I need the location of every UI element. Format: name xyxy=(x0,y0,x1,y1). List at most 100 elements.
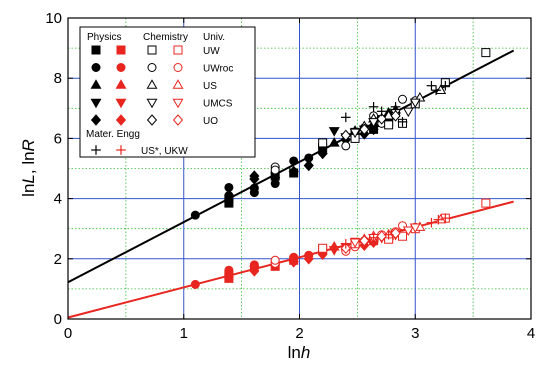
point-red-open-square xyxy=(481,198,491,208)
legend-marker-red-open-circle xyxy=(173,63,183,72)
legend: Physics Chemistry Univ. UWUWrocUSUMCSUO … xyxy=(79,26,256,158)
point-black-line-plus xyxy=(397,117,408,127)
legend-label-umcs: UMCS xyxy=(203,99,233,110)
grid-layer xyxy=(68,18,531,319)
point-black-line-plus xyxy=(431,85,441,96)
point-red-filled-diamond xyxy=(303,253,314,265)
point-red-filled-diamond xyxy=(249,260,260,273)
legend-marker-red-open-square xyxy=(173,45,183,55)
y-tick-label: 4 xyxy=(54,191,62,208)
point-black-filled-diamond xyxy=(303,159,314,172)
point-red-line-plus xyxy=(368,232,379,243)
point-black-open-triangle-down xyxy=(409,98,421,109)
point-black-open-square xyxy=(318,138,328,148)
point-red-open-square xyxy=(318,243,328,253)
point-black-filled-circle xyxy=(289,156,299,166)
legend-header-chemistry: Chemistry xyxy=(143,32,188,43)
x-tick-label: 3 xyxy=(411,325,419,342)
point-black-open-triangle-down xyxy=(368,118,380,128)
point-black-filled-circle xyxy=(190,210,200,220)
point-red-open-diamond xyxy=(359,234,370,247)
point-red-line-plus xyxy=(426,217,437,228)
legend-marker-red-open-triangle-down xyxy=(172,98,184,109)
point-red-open-triangle-down xyxy=(409,223,421,233)
legend-marker-black-open-circle xyxy=(147,63,157,72)
point-black-filled-circle xyxy=(249,183,259,193)
legend-marker-black-filled-triangle-up xyxy=(90,79,102,89)
point-red-filled-diamond xyxy=(288,256,299,268)
point-red-line-plus xyxy=(383,229,394,240)
point-black-filled-triangle-down xyxy=(328,127,340,137)
legend-marker-black-filled-triangle-down xyxy=(90,98,102,109)
point-red-filled-triangle-down xyxy=(328,246,340,256)
point-red-line-plus xyxy=(341,238,351,249)
point-red-open-triangle-down xyxy=(349,238,361,249)
legend-label-uo: UO xyxy=(203,116,218,127)
point-red-open-circle xyxy=(270,255,280,265)
point-black-filled-diamond xyxy=(270,171,281,184)
y-axis-label: lnL, lnR xyxy=(19,139,38,197)
point-black-filled-circle xyxy=(224,182,234,192)
point-black-open-triangle-up xyxy=(383,110,395,120)
point-red-open-square xyxy=(398,231,408,241)
point-black-open-triangle-down xyxy=(349,128,361,139)
legend-marker-red-filled-triangle-up xyxy=(115,79,127,89)
x-tick-label: 0 xyxy=(64,325,72,342)
legend-footer-title: Mater. Engg xyxy=(86,129,140,140)
point-red-line-plus xyxy=(433,214,444,225)
point-black-line-plus xyxy=(440,80,451,91)
legend-marker-red-open-triangle-up xyxy=(172,79,184,89)
legend-marker-red-filled-circle xyxy=(116,63,126,72)
legend-marker-black-plus xyxy=(91,145,101,155)
legend-header-univ: Univ. xyxy=(203,32,225,43)
point-black-line-plus xyxy=(426,80,437,91)
legend-label-uwroc: UWroc xyxy=(203,64,233,75)
legend-marker-black-open-square xyxy=(147,45,157,55)
point-black-open-square xyxy=(384,120,394,130)
point-black-open-triangle-up xyxy=(435,84,447,94)
x-tick-label: 4 xyxy=(527,325,535,342)
legend-marker-black-filled-circle xyxy=(91,63,101,72)
point-black-line-plus xyxy=(390,101,401,112)
legend-marker-red-plus xyxy=(116,145,126,155)
point-red-filled-circle xyxy=(190,279,200,289)
x-tick-label: 1 xyxy=(180,325,188,342)
x-tick-label: 2 xyxy=(295,325,303,342)
legend-header-physics: Physics xyxy=(87,32,121,43)
legend-marker-black-filled-square xyxy=(91,45,101,55)
point-red-line-plus xyxy=(440,213,451,223)
y-tick-label: 0 xyxy=(54,311,62,328)
legend-footer-markers xyxy=(91,145,126,155)
point-black-line-plus xyxy=(368,101,379,112)
point-black-filled-diamond xyxy=(317,147,328,160)
legend-marker-red-filled-square xyxy=(116,45,126,55)
point-red-open-diamond xyxy=(390,227,401,239)
point-black-filled-diamond xyxy=(249,170,260,182)
data-markers xyxy=(190,48,491,289)
point-black-open-circle xyxy=(398,94,408,104)
legend-marker-black-open-triangle-up xyxy=(146,79,158,89)
y-tick-label: 10 xyxy=(45,10,62,27)
legend-marker-red-filled-diamond xyxy=(115,114,127,126)
legend-box xyxy=(79,26,256,158)
legend-label-us: US xyxy=(203,81,217,92)
point-black-filled-diamond xyxy=(288,165,299,178)
point-black-filled-triangle-up xyxy=(328,137,340,147)
x-axis-label: lnh xyxy=(288,343,311,362)
point-black-line-plus xyxy=(341,112,351,123)
point-black-open-diamond xyxy=(376,113,387,125)
legend-marker-black-filled-diamond xyxy=(90,114,102,126)
point-black-line-plus xyxy=(376,106,387,117)
legend-marker-red-filled-triangle-down xyxy=(115,98,127,109)
legend-footer-label: US*, UKW xyxy=(141,146,188,157)
point-black-filled-square xyxy=(224,198,234,208)
axis-ticks: 0 1 2 3 4 0 2 4 6 8 10 xyxy=(45,10,535,342)
point-black-open-square xyxy=(481,48,491,58)
legend-marker-black-open-diamond xyxy=(146,114,158,126)
point-black-open-diamond xyxy=(359,123,370,136)
point-black-open-diamond xyxy=(390,110,401,122)
point-black-open-diamond xyxy=(340,129,351,142)
y-tick-label: 6 xyxy=(54,130,62,147)
legend-marker-black-open-triangle-down xyxy=(146,98,158,109)
